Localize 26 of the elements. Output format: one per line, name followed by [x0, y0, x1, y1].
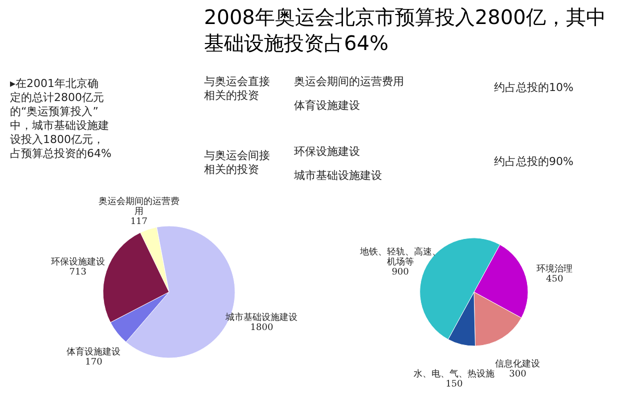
- slice-label: 城市基础设施建设: [224, 312, 298, 323]
- text: 体育设施建设: [294, 99, 360, 112]
- slice-label: 环境治理: [536, 263, 573, 274]
- text: 与奥运会直接相关的投资: [204, 75, 270, 102]
- text: ▸在2001年北京确定的总计2800亿元的“奥运预算投入”中，城市基础设施建设投入1800亿元，占预算总投资的64%: [10, 77, 112, 160]
- text: 与奥运会间接相关的投资: [204, 149, 270, 176]
- data-label: 117: [130, 216, 148, 227]
- text: 2008年奥运会北京市预算投入2800亿，其中基础设施投资占64%: [204, 5, 606, 55]
- data-label: 713: [69, 268, 87, 278]
- text: 奥运会期间的运营费用: [294, 75, 404, 88]
- text: 城市基础设施建设: [293, 169, 382, 182]
- slice-label: 水、电、气、热设施: [414, 368, 495, 380]
- data-label: 170: [85, 358, 103, 368]
- text: 环保设施建设: [294, 145, 360, 158]
- data-label: 300: [509, 370, 527, 380]
- text: 约占总投的10%: [494, 81, 574, 94]
- slice-label: 奥运会期间的运营费用: [98, 196, 180, 217]
- slice-label: 环保设施建设: [50, 256, 105, 268]
- text: 约占总投的90%: [494, 155, 574, 168]
- slice-label: 体育设施建设: [66, 346, 121, 358]
- slice-label: 地铁、轻轨、高速、机场等: [358, 246, 441, 268]
- data-label: 150: [446, 380, 464, 390]
- data-label: 1800: [250, 322, 274, 333]
- data-label: 900: [392, 268, 410, 278]
- slice-label: 信息化建设: [495, 358, 540, 370]
- data-label: 450: [546, 274, 564, 284]
